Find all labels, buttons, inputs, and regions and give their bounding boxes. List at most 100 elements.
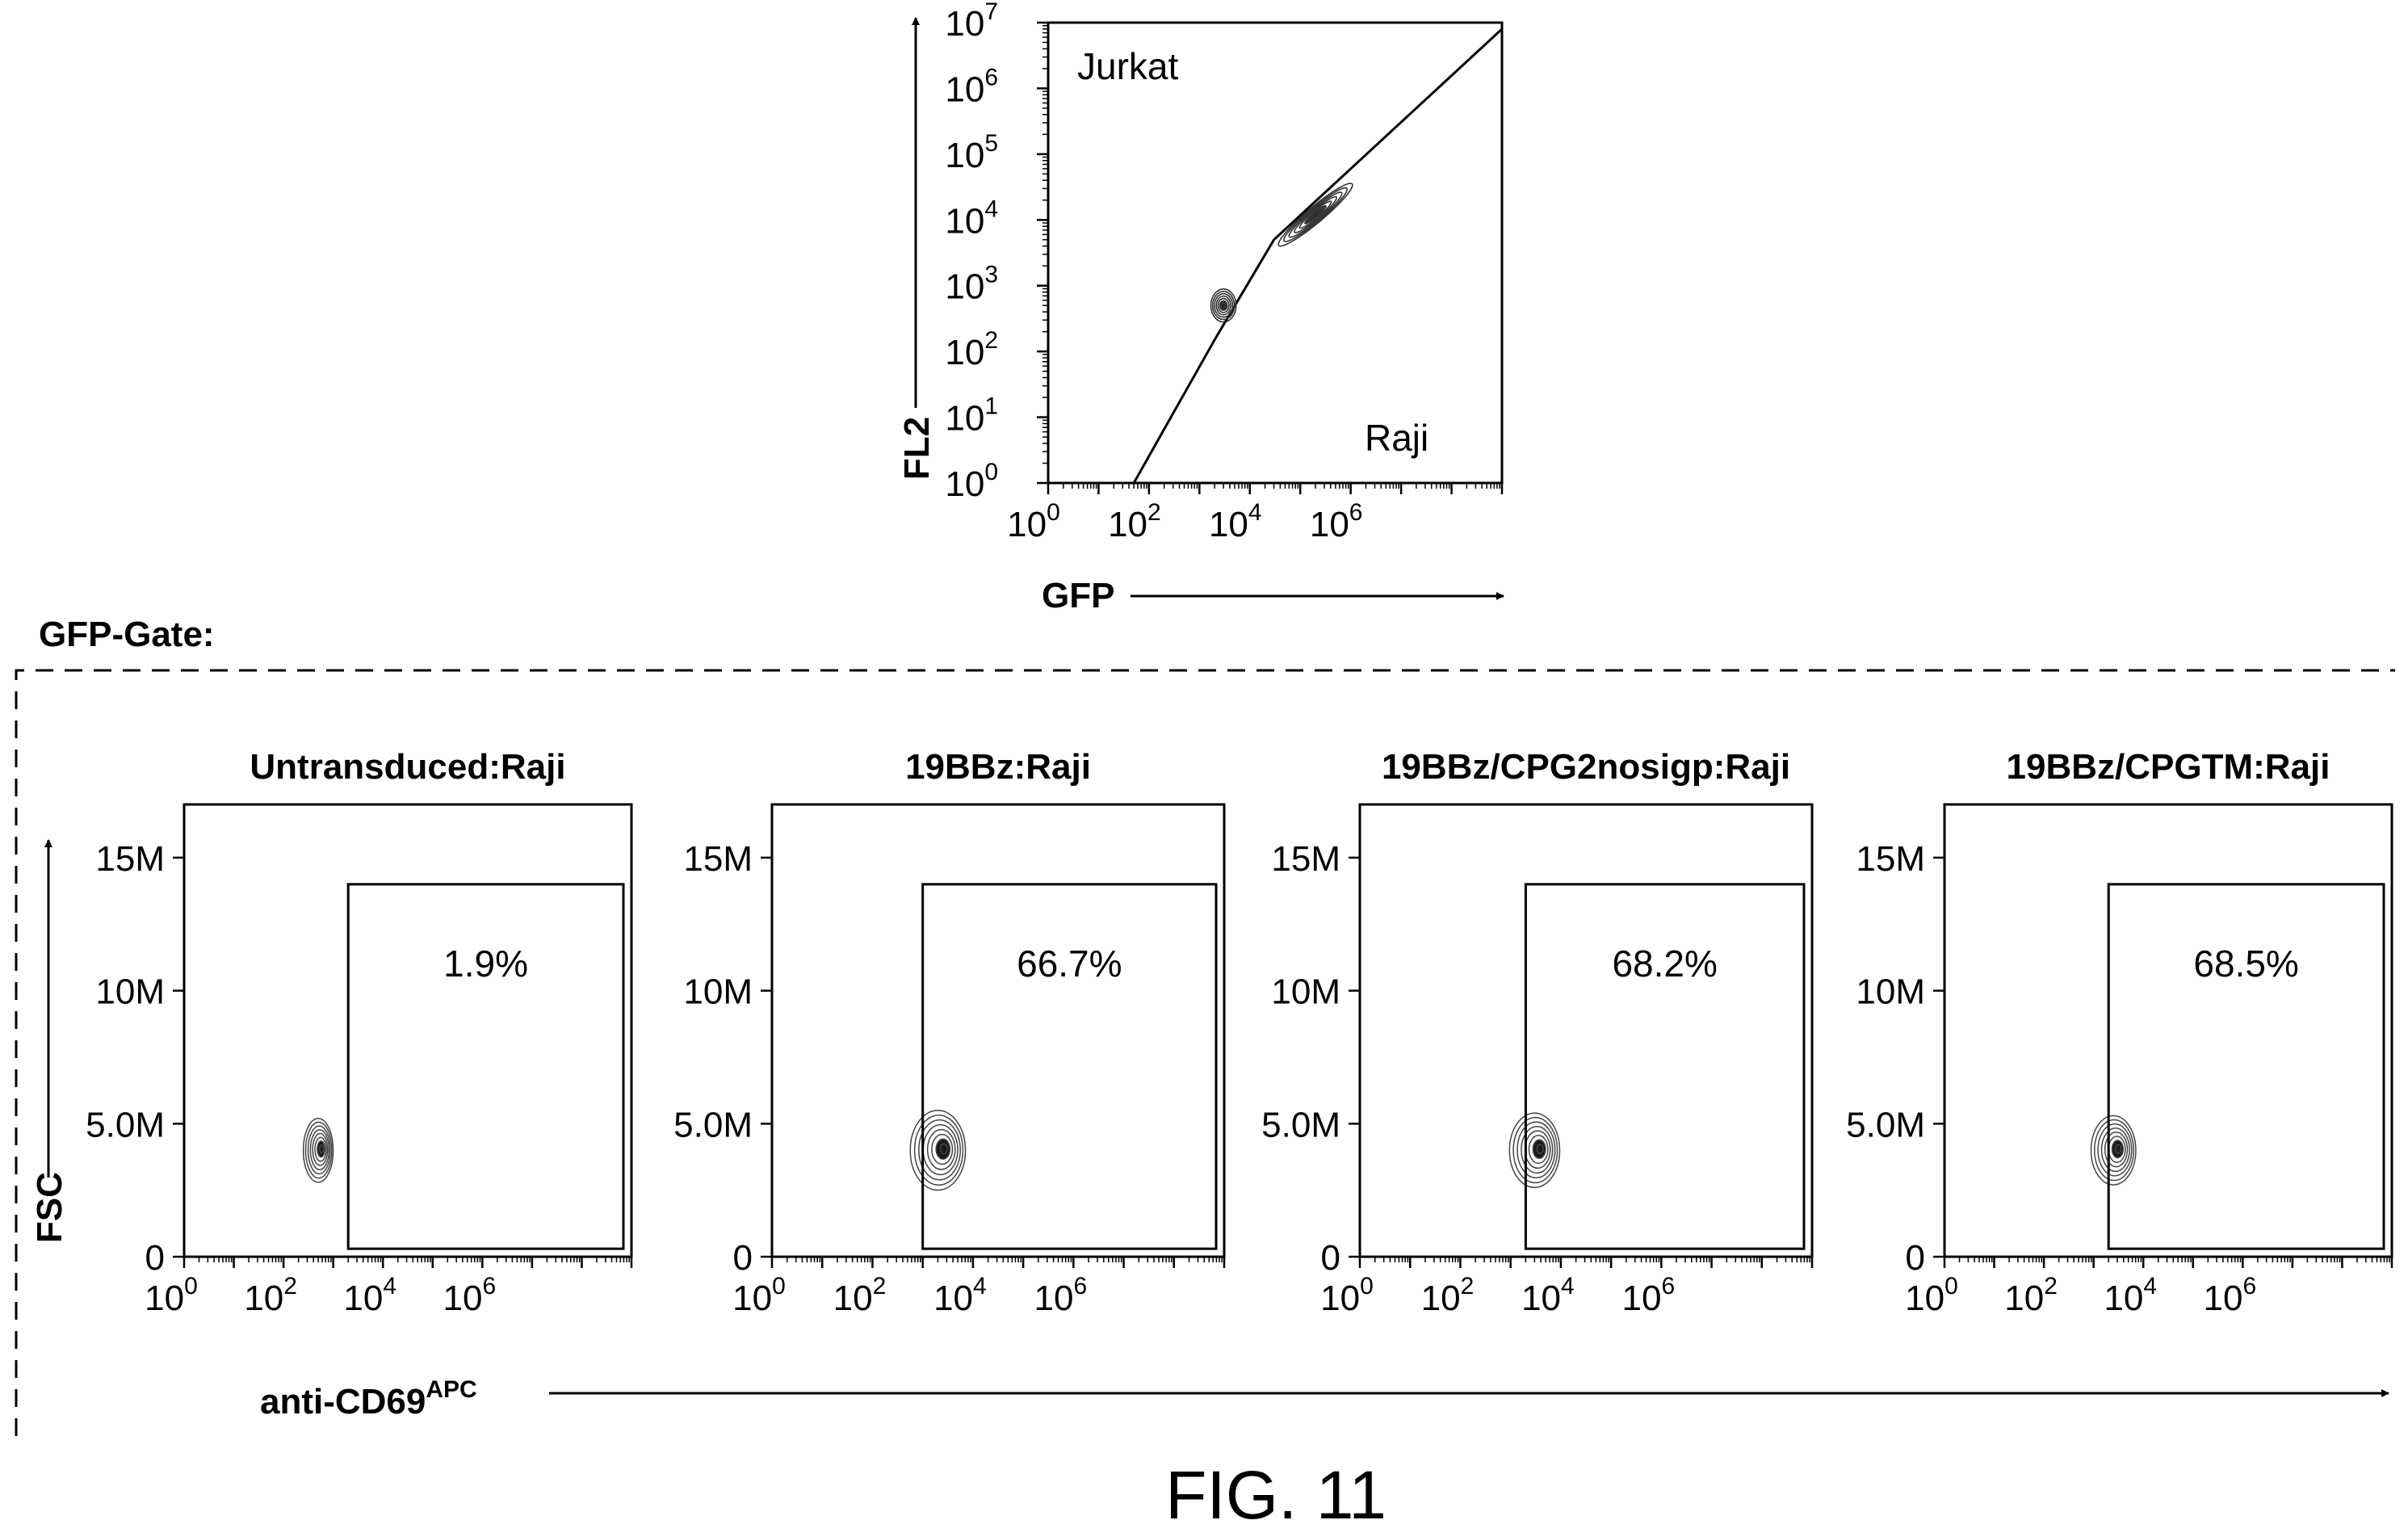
x-axis-title-anti-cd69: anti-CD69APC — [260, 1376, 477, 1422]
tick-exponent: 4 — [1561, 1273, 1575, 1300]
contour-ring — [1211, 291, 1235, 321]
y-tick-label: 10M — [95, 972, 165, 1012]
x-tick-label: 106 — [1310, 499, 1363, 544]
figure-label: FIG. 11 — [1165, 1457, 1386, 1533]
tick-exponent: 6 — [2242, 1273, 2256, 1300]
x-tick-label: 104 — [343, 1273, 396, 1318]
tick-exponent: 5 — [984, 130, 998, 157]
tick-exponent: 0 — [1944, 1273, 1958, 1300]
contour-ring — [307, 1125, 331, 1175]
tick-base: 10 — [1209, 505, 1248, 544]
population-cluster — [2090, 1115, 2137, 1186]
tick-exponent: 6 — [482, 1273, 496, 1300]
tick-exponent: 2 — [873, 1273, 887, 1300]
tick-base: 10 — [945, 136, 984, 175]
x-tick-label: 106 — [1034, 1273, 1088, 1318]
x-tick-label: 102 — [244, 1273, 297, 1318]
contour-ring — [1512, 1116, 1558, 1184]
plot-frame — [770, 803, 1226, 1258]
y-tick-label: 102 — [945, 327, 998, 372]
tick-base: 10 — [1108, 505, 1147, 544]
x-tick-label: 104 — [2104, 1273, 2157, 1318]
gate-rectangle — [2107, 883, 2385, 1250]
tick-exponent: 6 — [984, 64, 998, 90]
y-axis-title-fl2: FL2 — [897, 417, 937, 480]
tick-base: 10 — [1622, 1279, 1662, 1318]
y-tick-label: 10M — [1856, 972, 1925, 1012]
tick-exponent: 0 — [1360, 1273, 1374, 1300]
top-plot-area — [1132, 27, 1504, 484]
x-tick-label: 104 — [933, 1273, 987, 1318]
y-tick-label: 106 — [945, 64, 998, 109]
tick-exponent: 4 — [383, 1273, 396, 1300]
gate-dashed-bracket — [15, 669, 2395, 1436]
y-tick-label: 0 — [145, 1238, 165, 1278]
contour-ring — [312, 1132, 329, 1166]
tick-base: 10 — [945, 267, 984, 307]
top-plot-frame — [1047, 21, 1504, 485]
y-tick-label: 104 — [945, 195, 998, 241]
contour-ring — [1210, 288, 1237, 323]
contour-ring — [1517, 1121, 1556, 1179]
contour-ring — [2114, 1144, 2122, 1154]
contour-ring — [1217, 297, 1230, 313]
gate-rectangle — [346, 883, 625, 1250]
contour-ring — [304, 1121, 333, 1179]
bottom-x-axis-title-group: anti-CD69APC — [260, 1376, 2389, 1422]
y-tick-label: 15M — [95, 839, 165, 879]
contour-ring — [1215, 295, 1231, 316]
contour-ring — [1528, 1134, 1549, 1165]
tick-exponent: 3 — [984, 262, 998, 288]
x-tick-label: 102 — [1108, 499, 1161, 544]
y-tick-label: 10M — [683, 972, 753, 1012]
tick-base: 10 — [833, 1279, 873, 1318]
y-tick-label: 5.0M — [1846, 1105, 1925, 1144]
panel-title: 19BBz/CPGTM:Raji — [2007, 747, 2330, 787]
tick-exponent: 2 — [984, 327, 998, 354]
y-tick-label: 0 — [733, 1238, 753, 1278]
tick-base: 10 — [945, 69, 984, 109]
y-tick-label: 10M — [1271, 972, 1340, 1012]
tick-base: 10 — [1007, 505, 1047, 544]
gate-line — [1132, 27, 1504, 484]
x-tick-label: 106 — [1622, 1273, 1676, 1318]
tick-base: 10 — [732, 1279, 772, 1318]
tick-base: 10 — [1034, 1279, 1074, 1318]
contour-ring — [1298, 200, 1332, 229]
x-axis-title-superscript: APC — [426, 1376, 476, 1403]
contour-ring — [918, 1119, 961, 1181]
panel-title: 19BBz:Raji — [905, 747, 1091, 787]
tick-exponent: 0 — [772, 1273, 786, 1300]
x-axis-title-text: anti-CD69 — [260, 1382, 426, 1422]
contour-ring — [2104, 1132, 2129, 1168]
tick-base: 10 — [1320, 1279, 1360, 1318]
contour-ring — [1521, 1125, 1554, 1174]
tick-exponent: 2 — [2044, 1273, 2058, 1300]
tick-base: 10 — [443, 1279, 483, 1318]
tick-base: 10 — [945, 464, 984, 504]
tick-exponent: 6 — [1073, 1273, 1087, 1300]
tick-exponent: 4 — [1248, 499, 1262, 526]
tick-base: 10 — [933, 1279, 973, 1318]
fsc-vs-cd69-panel: 19BBz/CPGTM:Raji 68.5% 100 102 104 106 0 5.0M 10… — [1846, 747, 2393, 1318]
tick-base: 10 — [244, 1279, 283, 1318]
population-cluster — [1277, 183, 1353, 247]
x-tick-label: 100 — [1007, 499, 1060, 544]
tick-exponent: 2 — [1147, 499, 1161, 526]
tick-base: 10 — [2204, 1279, 2243, 1318]
y-tick-label: 0 — [1906, 1238, 1925, 1278]
population-cluster — [1508, 1112, 1561, 1189]
tick-exponent: 0 — [1047, 499, 1060, 526]
gate-percentage: 68.5% — [2193, 943, 2298, 985]
plot-frame — [1358, 803, 1814, 1258]
tick-exponent: 4 — [973, 1273, 987, 1300]
x-tick-label: 102 — [2004, 1273, 2058, 1318]
x-tick-label: 100 — [1905, 1273, 1958, 1318]
tick-base: 10 — [145, 1279, 184, 1318]
y-axis-title-fsc: FSC — [30, 1172, 69, 1243]
gate-percentage: 1.9% — [443, 943, 528, 985]
tick-exponent: 1 — [984, 393, 998, 420]
